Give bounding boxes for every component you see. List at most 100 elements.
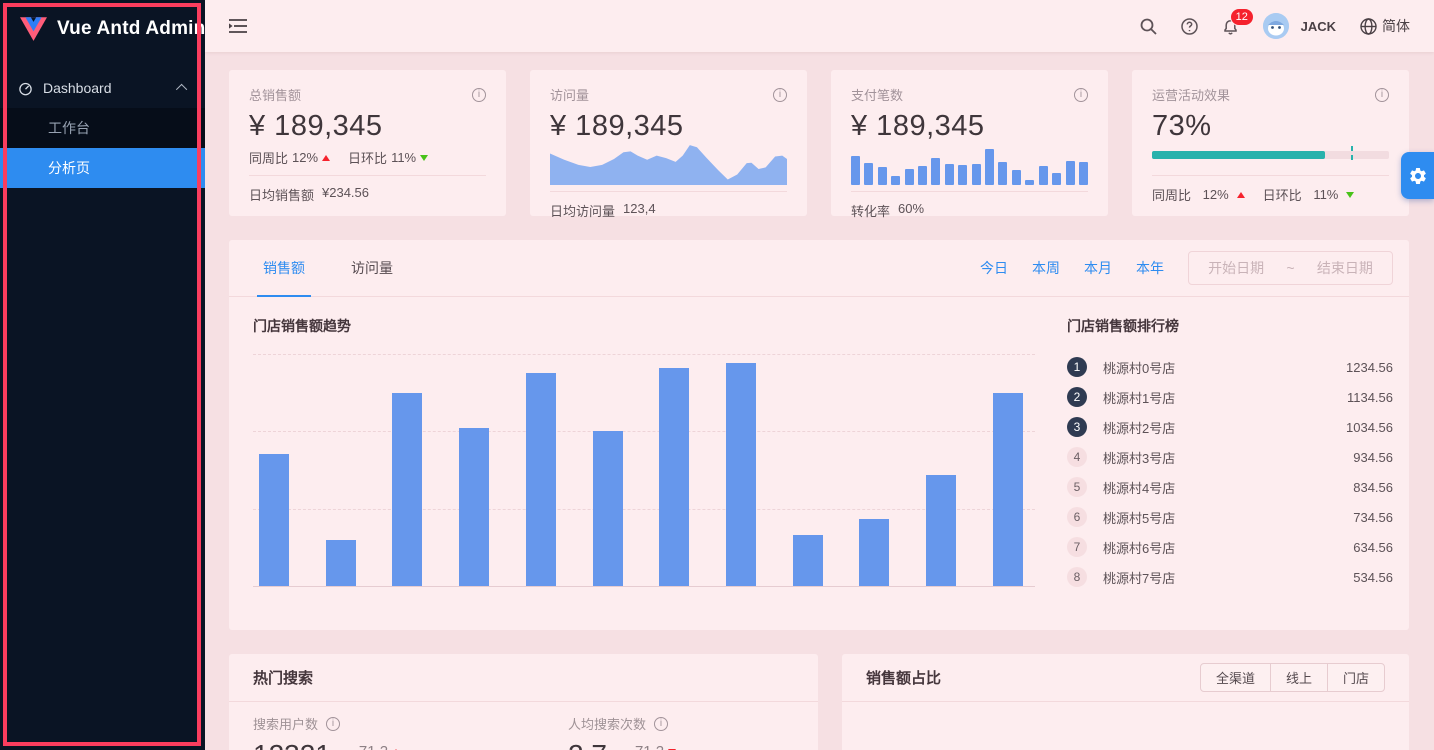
ranking-row: 1 桃源村0号店 1234.56	[1067, 352, 1393, 382]
settings-button[interactable]	[1401, 152, 1434, 199]
chart-bar[interactable]	[792, 534, 823, 586]
username-label[interactable]: JACK	[1300, 18, 1336, 34]
sales-ranking-block: 门店销售额排行榜 1 桃源村0号店 1234.56 2 桃源村1号店 1134.56 3 桃源…	[1067, 316, 1393, 592]
ranking-row: 4 桃源村3号店 934.56	[1067, 442, 1393, 472]
info-icon[interactable]: i	[773, 87, 787, 102]
locale-switcher[interactable]: 简体	[1360, 16, 1410, 36]
chart-bar[interactable]	[392, 393, 423, 586]
range-week[interactable]: 本周	[1032, 260, 1060, 276]
card-title: 支付笔数	[851, 88, 904, 103]
chart-bar[interactable]	[859, 518, 890, 586]
ranking-row: 5 桃源村4号店 834.56	[1067, 472, 1393, 502]
chart-bar[interactable]	[259, 453, 289, 586]
mini-chart-bar	[891, 175, 901, 185]
notifications-button[interactable]: 12	[1222, 7, 1254, 35]
mini-chart-bar	[998, 161, 1008, 185]
rank-store-value: 1134.56	[1346, 389, 1393, 405]
rank-store-name: 桃源村6号店	[1103, 540, 1176, 556]
chart-bar[interactable]	[459, 428, 490, 586]
time-range-links: 今日 本周 本月 本年	[980, 258, 1164, 278]
footer-value: ¥234.56	[322, 185, 370, 200]
sales-trend-bar-chart	[253, 354, 1035, 587]
card-value: ¥ 189,345	[249, 110, 383, 142]
info-icon[interactable]: i	[472, 87, 486, 102]
info-icon[interactable]: i	[1074, 87, 1088, 102]
tabs-bar: 销售额 访问量 今日 本周 本月 本年 开始日期 ~ 结束日期	[229, 240, 1409, 297]
stat-value: 12321	[253, 739, 331, 750]
mini-chart-bar	[1078, 161, 1088, 185]
chart-bar[interactable]	[325, 539, 356, 586]
mini-chart-bar	[1011, 170, 1021, 185]
mini-chart-bar	[851, 155, 860, 185]
mini-chart-bar	[1052, 173, 1062, 185]
range-year[interactable]: 本年	[1136, 260, 1164, 276]
sales-share-panel: 销售额占比 全渠道 线上 门店 事例五: 9%	[842, 654, 1409, 750]
gridline	[253, 508, 1035, 510]
chart-bar[interactable]	[659, 367, 690, 586]
mini-chart-bar	[971, 164, 981, 185]
divider	[851, 191, 1088, 192]
activity-progress-bar[interactable]	[1152, 146, 1389, 164]
info-icon[interactable]: i	[1375, 87, 1389, 102]
info-icon[interactable]: i	[654, 716, 669, 731]
sidebar-item-analysis[interactable]: 分析页	[0, 148, 205, 188]
caret-up-icon	[322, 154, 331, 161]
range-today[interactable]: 今日	[980, 260, 1008, 276]
rank-store-value: 1234.56	[1346, 359, 1393, 375]
locale-label: 简体	[1382, 18, 1410, 34]
chart-bar[interactable]	[726, 363, 757, 586]
rank-store-value: 634.56	[1353, 539, 1393, 555]
header-actions: 12 JACK 简体	[1140, 7, 1410, 39]
start-date-placeholder: 开始日期	[1208, 260, 1265, 276]
range-month[interactable]: 本月	[1084, 260, 1112, 276]
stat-search-per-user: 人均搜索次数 i 2.7 71.2	[568, 714, 677, 750]
rank-store-value: 834.56	[1353, 479, 1393, 495]
channel-button-group: 全渠道 线上 门店	[1199, 663, 1385, 692]
caret-down-icon	[668, 748, 677, 750]
rank-store-name: 桃源村2号店	[1103, 420, 1176, 436]
tab-visits[interactable]: 访问量	[351, 260, 393, 276]
app-logo[interactable]: Vue Antd Admin	[0, 0, 205, 58]
chevron-up-icon	[175, 83, 188, 96]
rank-store-value: 934.56	[1353, 449, 1393, 465]
rank-store-value: 1034.56	[1346, 419, 1393, 435]
mini-chart-bar	[931, 157, 941, 185]
visits-mini-area-chart[interactable]	[550, 143, 787, 185]
search-icon[interactable]	[1140, 18, 1157, 35]
divider	[1152, 175, 1389, 176]
sidebar-menu: Dashboard 工作台 分析页	[0, 68, 205, 188]
stat-value: 2.7	[568, 739, 607, 750]
dashboard-icon	[18, 81, 33, 96]
menu-fold-icon[interactable]	[229, 19, 247, 33]
help-icon[interactable]	[1180, 17, 1198, 35]
info-icon[interactable]: i	[326, 716, 341, 731]
chart-bar[interactable]	[926, 474, 957, 586]
channel-online-button[interactable]: 线上	[1269, 663, 1328, 692]
chart-bar[interactable]	[992, 393, 1023, 586]
tab-sales[interactable]: 销售额	[257, 240, 311, 297]
channel-store-button[interactable]: 门店	[1326, 663, 1385, 692]
rank-badge: 8	[1067, 567, 1087, 587]
channel-all-button[interactable]: 全渠道	[1199, 663, 1271, 692]
chart-bar[interactable]	[592, 430, 623, 586]
rank-badge: 1	[1067, 357, 1087, 377]
rank-badge: 4	[1067, 447, 1087, 467]
rank-store-name: 桃源村0号店	[1103, 360, 1176, 376]
sidebar-item-workplace[interactable]: 工作台	[48, 120, 90, 136]
avatar[interactable]	[1262, 13, 1289, 39]
mini-chart-bar	[958, 164, 968, 185]
caret-up-icon	[1236, 191, 1245, 198]
gear-icon	[1409, 167, 1426, 184]
divider	[249, 175, 486, 176]
ranking-title: 门店销售额排行榜	[1067, 318, 1179, 334]
date-range-picker[interactable]: 开始日期 ~ 结束日期	[1188, 251, 1393, 285]
payments-mini-bar-chart[interactable]	[851, 143, 1088, 185]
sidebar-item-dashboard[interactable]: Dashboard	[0, 68, 205, 108]
rank-badge: 3	[1067, 417, 1087, 437]
card-title: 总销售额	[249, 88, 302, 103]
card-value: ¥ 189,345	[550, 110, 684, 142]
hot-search-panel: 热门搜索 搜索用户数 i 12321 71.2 人均搜索次数 i 2.7 71.…	[229, 654, 818, 750]
ranking-row: 3 桃源村2号店 1034.56	[1067, 412, 1393, 442]
chart-bar[interactable]	[525, 372, 556, 586]
stat-card-visits: 访问量 i ¥ 189,345 日均访问量 123,4	[530, 70, 807, 219]
